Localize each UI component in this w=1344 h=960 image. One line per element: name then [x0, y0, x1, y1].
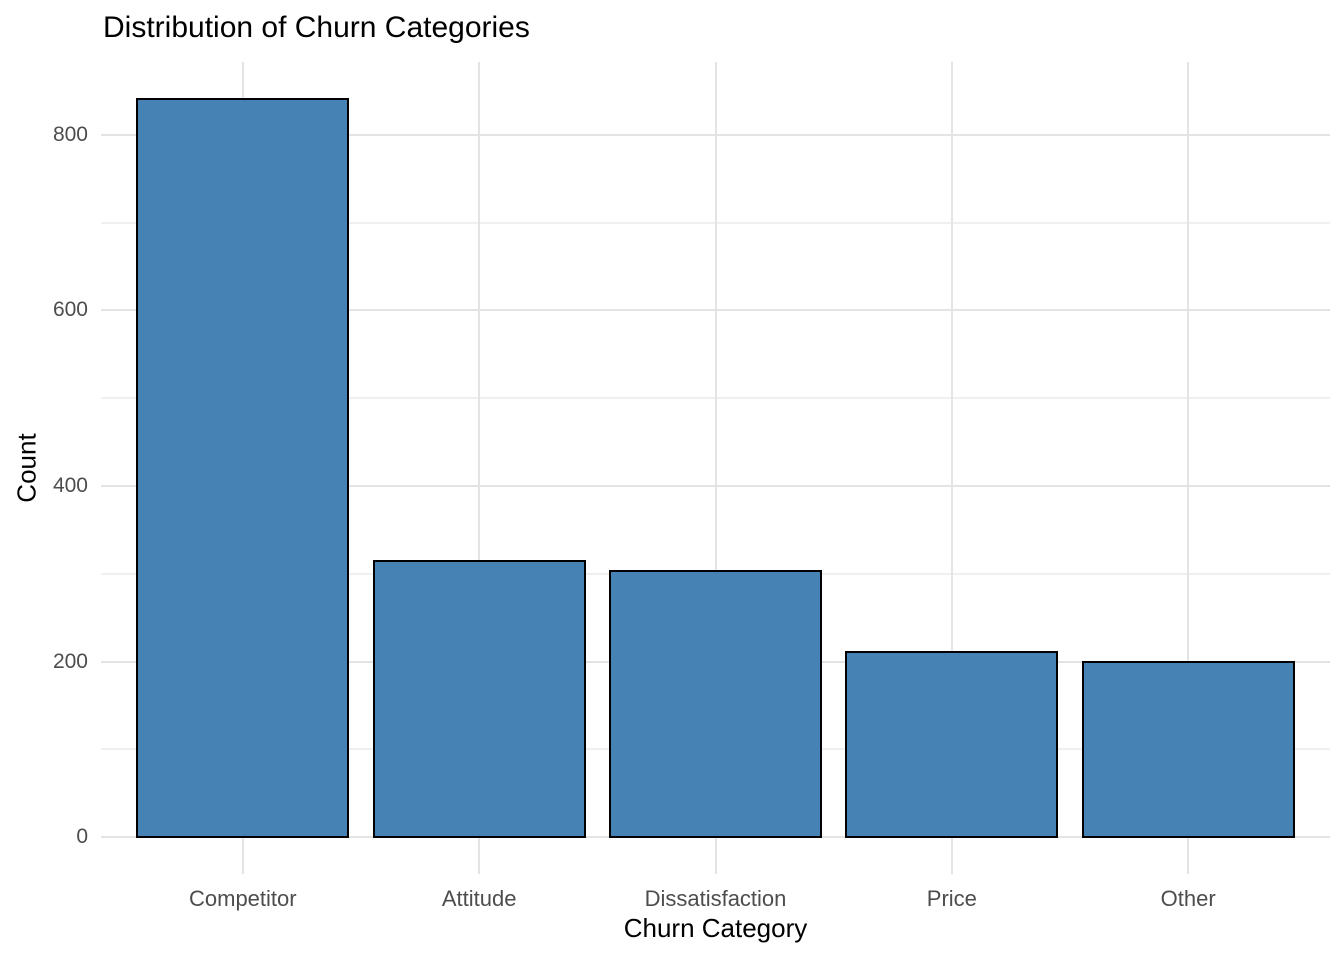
y-tick-label-200: 200 — [52, 649, 88, 673]
x-tick-label-other: Other — [1160, 886, 1216, 911]
bar-attitude — [372, 560, 586, 839]
y-tick-label-400: 400 — [52, 473, 88, 497]
y-tick-label-0: 0 — [76, 825, 88, 849]
plot-panel — [101, 62, 1330, 874]
y-tick-label-600: 600 — [52, 298, 88, 322]
bar-other — [1081, 660, 1295, 839]
x-tick-label-dissatisfaction: Dissatisfaction — [644, 886, 787, 911]
gridline-category-price — [950, 62, 953, 874]
x-tick-label-price: Price — [926, 886, 977, 911]
bar-dissatisfaction — [609, 570, 822, 839]
gridline-category-attitude — [478, 62, 481, 874]
y-tick-label-800: 800 — [52, 122, 88, 146]
bar-competitor — [136, 97, 350, 839]
x-tick-label-competitor: Competitor — [189, 886, 297, 911]
gridline-category-other — [1187, 62, 1190, 874]
gridline-category-dissatisfaction — [714, 62, 717, 874]
x-tick-label-attitude: Attitude — [441, 886, 517, 911]
chart-title: Distribution of Churn Categories — [103, 11, 530, 44]
x-axis-title: Churn Category — [623, 913, 808, 943]
bar-price — [845, 650, 1059, 839]
